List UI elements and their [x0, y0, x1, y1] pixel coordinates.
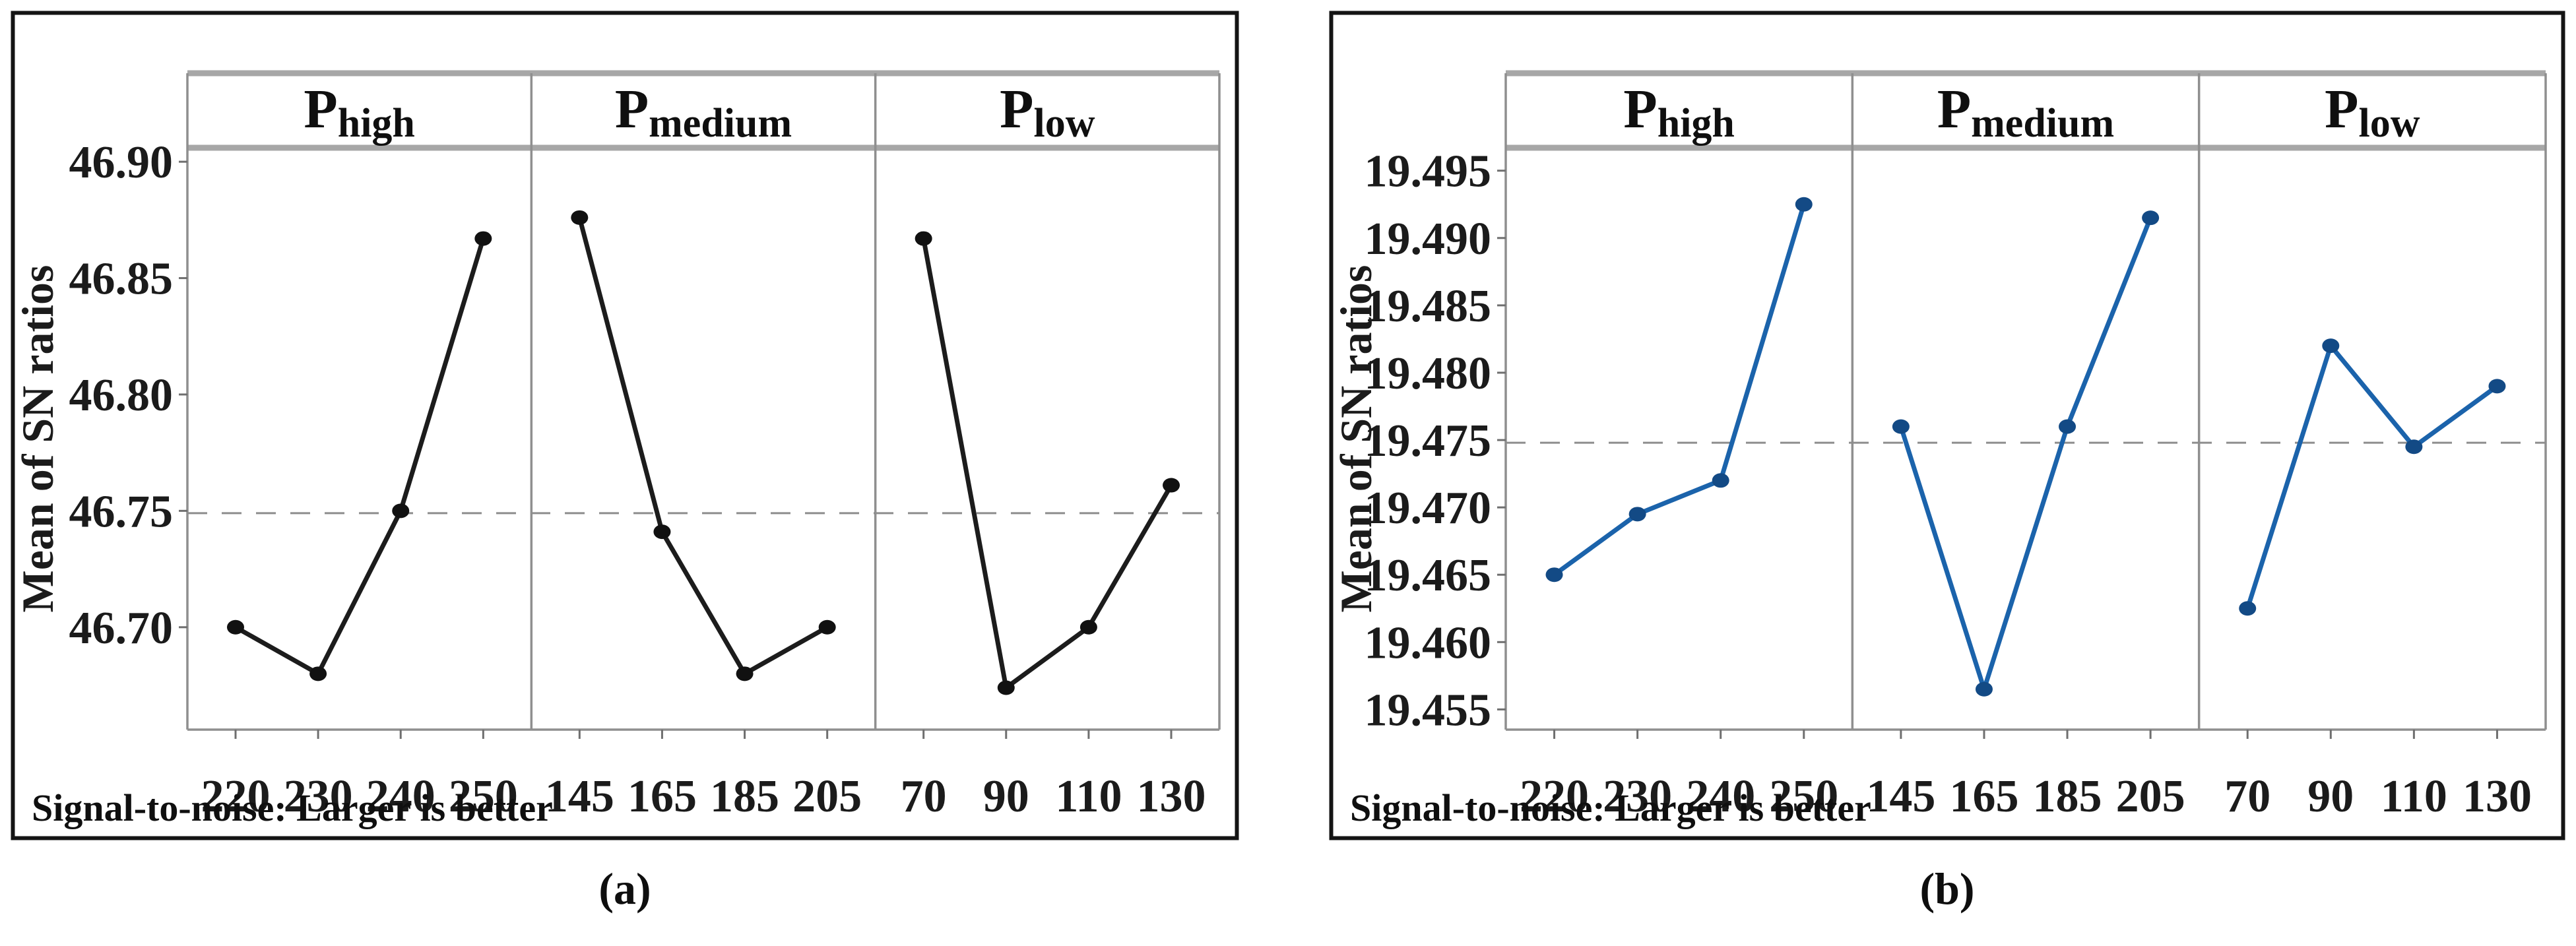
y-tick-label: 19.455: [1365, 685, 1492, 736]
figure-border: [1329, 11, 2565, 840]
y-tick-label: 46.85: [69, 254, 174, 305]
x-tick-label: 185: [2033, 771, 2102, 822]
data-point-marker: [818, 619, 836, 635]
data-point-marker: [1079, 619, 1097, 635]
y-tick-label: 19.485: [1365, 281, 1492, 332]
panel-header-label: Phigh: [1623, 79, 1735, 146]
panel-header-label: Plow: [1000, 79, 1095, 146]
x-tick-label: 185: [710, 771, 779, 822]
x-tick-label: 130: [1137, 771, 1206, 822]
panel-header-label: Pmedium: [1937, 79, 2114, 146]
x-tick-label: 165: [1949, 771, 2018, 822]
data-point-marker: [915, 231, 932, 246]
x-tick-label: 230: [284, 771, 353, 822]
figure-border: [11, 11, 1239, 840]
chart-a-caption: (a): [598, 864, 651, 914]
data-point-marker: [309, 666, 327, 681]
x-tick-label: 145: [545, 771, 614, 822]
data-point-marker: [1795, 197, 1813, 212]
data-point-marker: [571, 210, 589, 225]
y-axis: 19.495 19.490 19.485 19.480 19.475 19.470 19.4…: [1365, 146, 1506, 736]
x-tick-label: 220: [201, 771, 270, 822]
panel-header-label: Pmedium: [615, 79, 792, 146]
series-line: [577, 215, 830, 676]
data-point-marker: [474, 231, 492, 246]
data-point-marker: [1628, 507, 1646, 522]
data-point-marker: [2405, 439, 2423, 455]
data-point-marker: [1545, 567, 1563, 583]
data-point-marker: [2488, 379, 2506, 394]
y-tick-label: 46.70: [69, 603, 174, 654]
series-line: [921, 236, 1174, 690]
signal-to-noise-footnote: Signal-to-noise: Larger is better: [32, 786, 553, 829]
x-tick-label: 165: [628, 771, 697, 822]
x-axis: 145 165 185 205: [545, 730, 862, 822]
y-tick-label: 19.460: [1365, 617, 1492, 668]
data-point-marker: [1892, 419, 1910, 434]
data-point-marker: [2239, 601, 2257, 616]
x-tick-label: 250: [1769, 771, 1838, 822]
x-tick-label: 90: [983, 771, 1029, 822]
x-tick-label: 205: [792, 771, 862, 822]
x-tick-label: 110: [1055, 771, 1122, 822]
plot-frame: [1504, 73, 2547, 731]
x-tick-label: 240: [1686, 771, 1755, 822]
x-axis: 70 90 110 130: [2224, 730, 2532, 822]
chart-a-figure: 46.90 46.85 46.80 46.75 46.70 Mean of SN rati…: [11, 11, 1239, 840]
x-tick-label: 250: [449, 771, 518, 822]
x-tick-label: 90: [2307, 771, 2354, 822]
y-tick-label: 46.80: [69, 370, 174, 421]
x-axis: 145 165 185 205: [1866, 730, 2185, 822]
series-line: [1898, 215, 2153, 692]
series-line: [233, 236, 486, 676]
panel-header-band: [187, 70, 1219, 151]
x-axis: 70 90 110 130: [901, 730, 1206, 822]
data-point-marker: [997, 680, 1015, 695]
x-tick-label: 240: [366, 771, 435, 822]
y-tick-label: 19.490: [1365, 214, 1492, 265]
y-tick-label: 19.470: [1365, 483, 1492, 534]
chart-b-caption: (b): [1919, 864, 1975, 914]
x-axis: 220 230 240 250: [201, 730, 518, 822]
x-tick-label: 205: [2116, 771, 2185, 822]
data-point-marker: [2142, 210, 2160, 226]
y-tick-label: 19.480: [1365, 348, 1492, 399]
y-tick-label: 19.495: [1365, 146, 1492, 197]
data-point-marker: [1163, 478, 1180, 493]
data-point-marker: [226, 619, 244, 635]
y-axis-title: Mean of SN ratios: [1331, 265, 1381, 613]
signal-to-noise-footnote: Signal-to-noise: Larger is better: [1350, 786, 1871, 829]
x-tick-label: 70: [2224, 771, 2270, 822]
y-tick-label: 46.75: [69, 486, 174, 537]
data-point-marker: [736, 666, 754, 681]
y-tick-label: 46.90: [69, 137, 174, 188]
chart-b-figure: 19.495 19.490 19.485 19.480 19.475 19.470 19.4…: [1329, 11, 2565, 840]
x-tick-label: 230: [1603, 771, 1672, 822]
data-point-marker: [1712, 473, 1729, 488]
x-tick-label: 220: [1520, 771, 1589, 822]
x-axis: 220 230 240 250: [1520, 730, 1838, 822]
panel-header-label: Phigh: [304, 79, 415, 146]
y-axis: 46.90 46.85 46.80 46.75 46.70: [69, 137, 187, 654]
data-point-marker: [392, 503, 410, 519]
data-point-marker: [653, 524, 671, 540]
panel-header-label: Plow: [2325, 79, 2420, 146]
data-point-marker: [2322, 338, 2340, 354]
y-tick-label: 19.465: [1365, 550, 1492, 601]
series-line: [2245, 343, 2499, 611]
data-point-marker: [2059, 419, 2077, 434]
chart-b-canvas: 19.495 19.490 19.485 19.480 19.475 19.470 19.4…: [1329, 11, 2565, 840]
plot-frame: [186, 73, 1221, 731]
x-tick-label: 130: [2463, 771, 2532, 822]
panel-header-band: [1506, 70, 2546, 151]
y-axis-title: Mean of SN ratios: [13, 265, 63, 613]
x-tick-label: 70: [901, 771, 947, 822]
data-point-marker: [1975, 681, 1993, 697]
y-tick-label: 19.475: [1365, 416, 1492, 466]
x-tick-label: 145: [1866, 771, 1935, 822]
x-tick-label: 110: [2381, 771, 2447, 822]
series-line: [1552, 202, 1807, 577]
